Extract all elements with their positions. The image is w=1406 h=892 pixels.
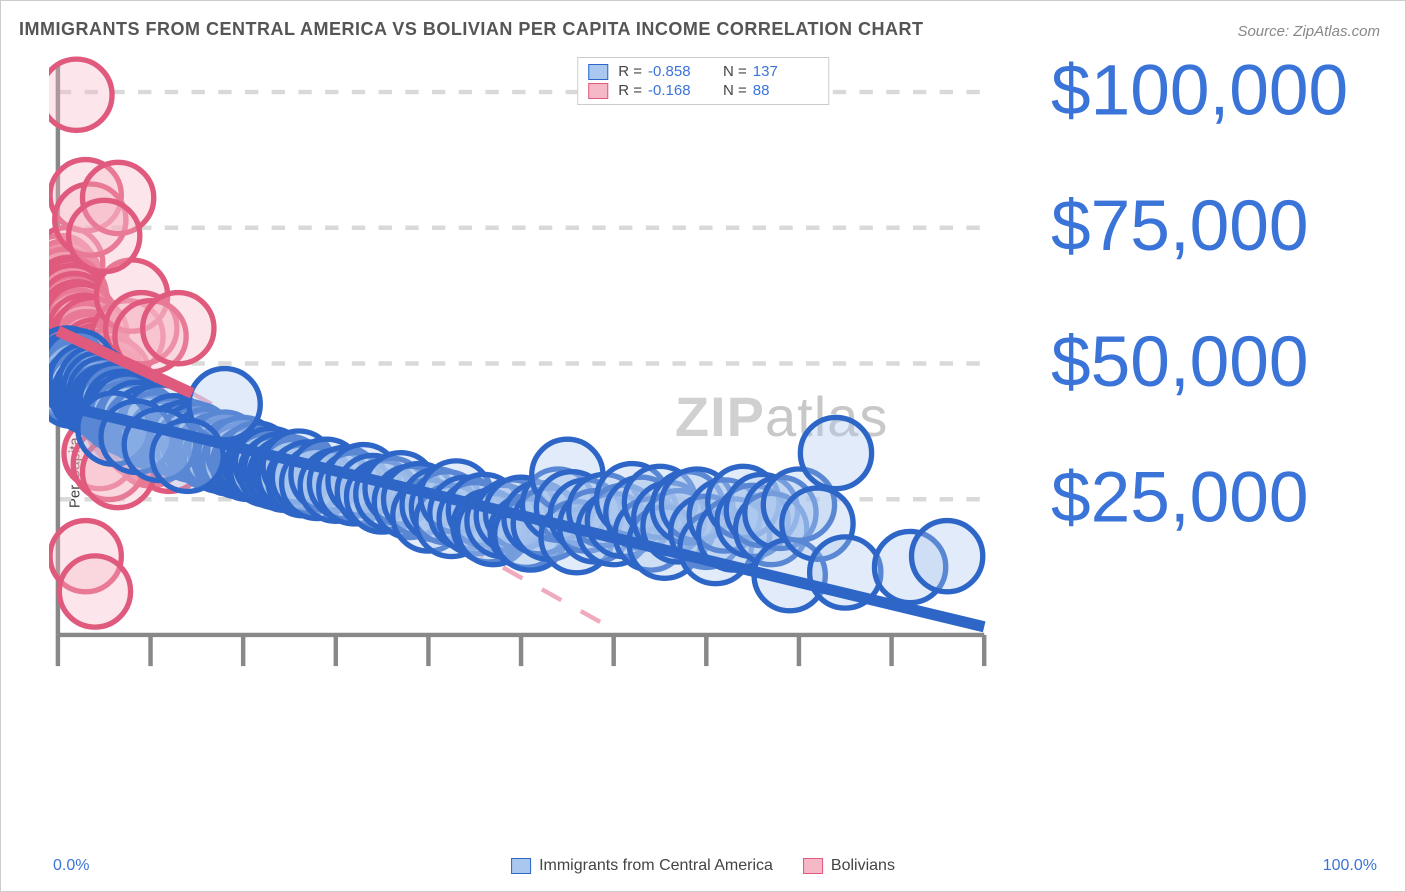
- legend-bottom: Immigrants from Central America Bolivian…: [511, 857, 895, 875]
- legend-stats-row-1: R = -0.858 N = 137: [588, 62, 818, 81]
- x-axis-end-label: 100.0%: [1323, 857, 1377, 875]
- swatch-pink-icon: [588, 83, 608, 99]
- n-value-1: 137: [753, 63, 808, 80]
- r-value-1: -0.858: [648, 63, 703, 80]
- r-label: R =: [618, 82, 642, 99]
- chart-container: IMMIGRANTS FROM CENTRAL AMERICA VS BOLIV…: [0, 0, 1406, 892]
- n-value-2: 88: [753, 82, 808, 99]
- legend-label-2: Bolivians: [831, 857, 895, 875]
- svg-text:$100,000: $100,000: [1051, 56, 1348, 130]
- svg-text:$50,000: $50,000: [1051, 322, 1309, 402]
- swatch-blue-icon: [588, 64, 608, 80]
- svg-text:$25,000: $25,000: [1051, 457, 1309, 537]
- r-value-2: -0.168: [648, 82, 703, 99]
- chart-title: IMMIGRANTS FROM CENTRAL AMERICA VS BOLIV…: [19, 19, 923, 40]
- source-label: Source: ZipAtlas.com: [1237, 23, 1380, 40]
- legend-item-2: Bolivians: [803, 857, 895, 875]
- scatter-plot: $25,000 $50,000 $75,000 $100,000: [49, 56, 1385, 724]
- n-label: N =: [723, 82, 747, 99]
- r-label: R =: [618, 63, 642, 80]
- n-label: N =: [723, 63, 747, 80]
- x-axis-start-label: 0.0%: [53, 857, 89, 875]
- svg-text:$75,000: $75,000: [1051, 186, 1309, 266]
- swatch-pink-icon: [803, 858, 823, 874]
- legend-label-1: Immigrants from Central America: [539, 857, 773, 875]
- legend-stats-box: R = -0.858 N = 137 R = -0.168 N = 88: [577, 57, 829, 105]
- swatch-blue-icon: [511, 858, 531, 874]
- legend-stats-row-2: R = -0.168 N = 88: [588, 81, 818, 100]
- legend-item-1: Immigrants from Central America: [511, 857, 773, 875]
